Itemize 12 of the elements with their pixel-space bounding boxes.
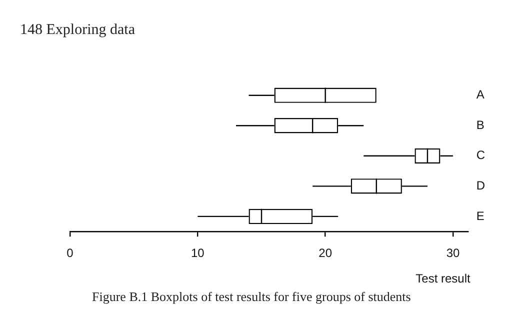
y-tick-label: E	[476, 208, 484, 223]
text: Figure B.1 Boxplots of test results for five groups of students	[92, 289, 411, 305]
x-tick-label: 10	[190, 246, 205, 260]
x-tick-label: 20	[318, 246, 332, 260]
x-tick-label: 0	[66, 246, 74, 260]
y-tick-label: C	[476, 148, 486, 162]
x-tick-label: 30	[446, 246, 460, 260]
y-tick-label: D	[476, 178, 486, 192]
y-tick-label: A	[476, 88, 484, 102]
x-axis-title: Test result	[416, 271, 471, 286]
y-tick-label: B	[476, 118, 484, 132]
text: 148 Exploring data	[20, 22, 135, 39]
